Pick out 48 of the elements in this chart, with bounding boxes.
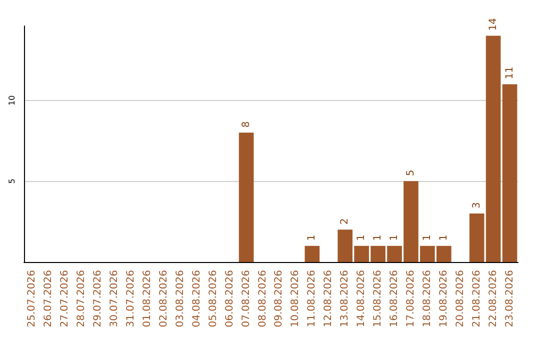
x-tick-label: 17.08.2026 (405, 270, 416, 328)
x-tick-label: 04.08.2026 (191, 270, 202, 328)
bar (486, 36, 501, 262)
y-tick-label: 10 (8, 95, 16, 106)
x-tick-label: 10.08.2026 (290, 270, 302, 328)
x-tick-label: 14.08.2026 (356, 270, 368, 328)
x-tick-label: 28.07.2026 (76, 270, 88, 328)
x-tick-label: 29.07.2026 (92, 270, 104, 328)
x-tick-label: 01.08.2026 (142, 270, 153, 328)
data-label: 2 (340, 218, 351, 225)
x-tick-label: 13.08.2026 (340, 270, 351, 328)
x-tick-label: 02.08.2026 (158, 270, 170, 328)
bar (469, 214, 484, 262)
data-label: 1 (438, 234, 450, 241)
x-tick-label: 21.08.2026 (471, 270, 482, 328)
x-tick-label: 05.08.2026 (208, 270, 219, 328)
data-label: 14 (488, 18, 499, 31)
x-tick-label: 19.08.2026 (438, 270, 450, 328)
data-label: 1 (356, 234, 368, 241)
bar (238, 132, 254, 262)
x-tick-label: 30.07.2026 (109, 270, 120, 328)
x-tick-label: 27.07.2026 (60, 270, 71, 328)
data-label: 8 (240, 121, 252, 128)
data-label: 1 (422, 234, 433, 241)
data-label: 1 (372, 234, 384, 241)
data-label: 3 (471, 202, 482, 209)
data-label: 5 (405, 170, 416, 176)
x-tick-label: 18.08.2026 (422, 270, 433, 328)
bar (304, 246, 320, 262)
x-tick-label: 07.08.2026 (240, 270, 252, 328)
x-tick-label: 08.08.2026 (257, 270, 268, 328)
data-label: 11 (504, 66, 516, 80)
x-tick-label: 26.07.2026 (43, 270, 54, 328)
x-tick-label: 31.07.2026 (126, 270, 137, 328)
x-tick-label: 22.08.2026 (488, 270, 499, 328)
x-tick-label: 20.08.2026 (454, 270, 466, 328)
data-label: 1 (306, 234, 318, 241)
x-tick-label: 06.08.2026 (224, 270, 236, 328)
x-tick-label: 23.08.2026 (504, 270, 516, 328)
x-tick-label: 16.08.2026 (389, 270, 400, 328)
bar (502, 84, 518, 262)
data-label: 1 (389, 234, 400, 241)
x-tick-label: 03.08.2026 (174, 270, 186, 328)
x-tick-label: 09.08.2026 (274, 270, 285, 328)
x-tick-label: 15.08.2026 (372, 270, 384, 328)
x-tick-label: 11.08.2026 (306, 270, 318, 328)
x-tick-label: 25.07.2026 (26, 270, 38, 328)
x-tick-label: 12.08.2026 (323, 270, 334, 328)
